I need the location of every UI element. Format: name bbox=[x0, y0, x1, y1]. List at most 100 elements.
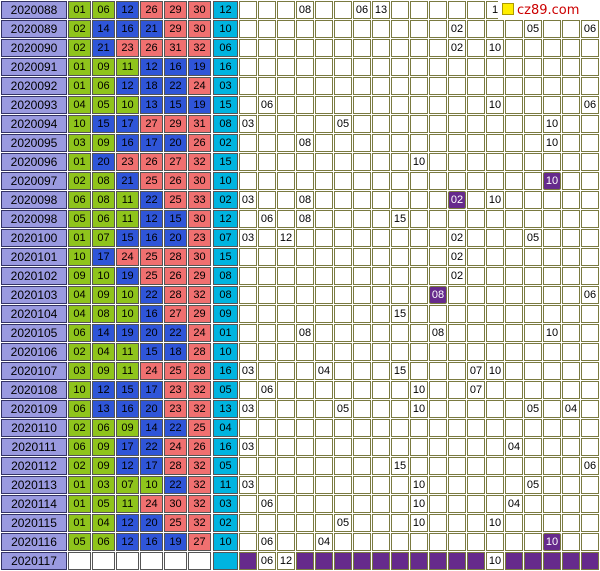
red-ball bbox=[140, 552, 163, 570]
trail-cell bbox=[391, 77, 409, 95]
period-cell: 2020100 bbox=[1, 229, 67, 247]
trail-cell bbox=[410, 286, 428, 304]
trail-cell: 02 bbox=[448, 248, 466, 266]
trail-cell bbox=[277, 438, 295, 456]
trail-cell bbox=[448, 552, 466, 570]
red-ball: 13 bbox=[92, 400, 115, 418]
blue-ball: 05 bbox=[213, 457, 238, 475]
period-cell: 2020103 bbox=[1, 286, 67, 304]
red-ball: 06 bbox=[92, 419, 115, 437]
trail-cell: 05 bbox=[334, 514, 352, 532]
trail-cell bbox=[315, 343, 333, 361]
trail-cell bbox=[372, 419, 390, 437]
trail-cell bbox=[524, 286, 542, 304]
red-ball: 20 bbox=[92, 153, 115, 171]
red-ball: 25 bbox=[188, 419, 211, 437]
trail-cell bbox=[524, 552, 542, 570]
red-ball: 25 bbox=[140, 172, 163, 190]
red-ball: 15 bbox=[164, 96, 187, 114]
trail-cell bbox=[467, 210, 485, 228]
trail-cell bbox=[429, 134, 447, 152]
red-ball: 25 bbox=[164, 362, 187, 380]
trail-cell bbox=[315, 419, 333, 437]
trail-cell bbox=[467, 77, 485, 95]
trail-cell: 10 bbox=[486, 96, 504, 114]
trail-cell bbox=[467, 343, 485, 361]
trail-cell bbox=[524, 495, 542, 513]
site-logo[interactable]: cz89.com bbox=[498, 1, 599, 20]
trail-cell bbox=[486, 172, 504, 190]
red-ball: 13 bbox=[140, 96, 163, 114]
trail-cell bbox=[353, 343, 371, 361]
red-ball: 17 bbox=[92, 248, 115, 266]
trail-cell bbox=[486, 324, 504, 342]
trail-cell bbox=[448, 1, 466, 19]
red-ball: 32 bbox=[188, 381, 211, 399]
trail-cell bbox=[296, 305, 314, 323]
red-ball: 11 bbox=[116, 362, 139, 380]
trail-cell bbox=[315, 229, 333, 247]
trail-cell bbox=[239, 210, 257, 228]
trail-cell bbox=[277, 96, 295, 114]
trail-cell bbox=[410, 96, 428, 114]
red-ball: 20 bbox=[140, 400, 163, 418]
red-ball: 11 bbox=[116, 495, 139, 513]
trail-cell bbox=[429, 457, 447, 475]
red-ball: 24 bbox=[116, 248, 139, 266]
trail-cell: 10 bbox=[410, 153, 428, 171]
trail-cell bbox=[429, 476, 447, 494]
red-ball: 06 bbox=[92, 533, 115, 551]
trail-cell bbox=[239, 533, 257, 551]
red-ball: 05 bbox=[92, 495, 115, 513]
trail-cell bbox=[429, 533, 447, 551]
red-ball: 14 bbox=[92, 324, 115, 342]
trail-cell bbox=[581, 210, 599, 228]
red-ball: 26 bbox=[188, 134, 211, 152]
red-ball: 22 bbox=[140, 438, 163, 456]
red-ball: 08 bbox=[92, 172, 115, 190]
red-ball: 04 bbox=[92, 514, 115, 532]
period-cell: 2020114 bbox=[1, 495, 67, 513]
trail-cell bbox=[391, 39, 409, 57]
trail-cell bbox=[486, 229, 504, 247]
period-cell: 2020090 bbox=[1, 39, 67, 57]
trail-cell bbox=[467, 229, 485, 247]
trail-cell bbox=[277, 210, 295, 228]
trail-cell bbox=[562, 96, 580, 114]
trail-cell bbox=[372, 229, 390, 247]
trail-cell bbox=[429, 96, 447, 114]
trail-cell: 03 bbox=[239, 115, 257, 133]
trail-cell bbox=[277, 419, 295, 437]
trail-cell bbox=[524, 77, 542, 95]
trail-cell bbox=[467, 134, 485, 152]
red-ball: 01 bbox=[68, 229, 91, 247]
trail-cell bbox=[353, 172, 371, 190]
trail-cell: 10 bbox=[543, 324, 561, 342]
trail-cell bbox=[334, 267, 352, 285]
red-ball: 06 bbox=[92, 77, 115, 95]
trail-cell bbox=[543, 286, 561, 304]
trail-cell bbox=[372, 400, 390, 418]
red-ball: 12 bbox=[116, 77, 139, 95]
trail-cell bbox=[334, 533, 352, 551]
red-ball: 20 bbox=[140, 324, 163, 342]
trail-cell bbox=[353, 324, 371, 342]
trail-cell: 05 bbox=[524, 229, 542, 247]
red-ball: 04 bbox=[68, 286, 91, 304]
trail-cell bbox=[486, 305, 504, 323]
trail-cell: 02 bbox=[448, 39, 466, 57]
red-ball: 17 bbox=[140, 457, 163, 475]
trail-cell: 10 bbox=[410, 400, 428, 418]
trail-cell bbox=[277, 495, 295, 513]
trail-cell bbox=[353, 39, 371, 57]
trail-cell bbox=[315, 39, 333, 57]
trail-cell bbox=[543, 58, 561, 76]
trail-cell bbox=[505, 58, 523, 76]
trail-cell bbox=[258, 20, 276, 38]
trail-cell bbox=[296, 476, 314, 494]
trail-cell bbox=[505, 96, 523, 114]
trail-cell bbox=[505, 39, 523, 57]
trail-cell bbox=[315, 134, 333, 152]
period-cell: 2020094 bbox=[1, 115, 67, 133]
red-ball: 28 bbox=[164, 457, 187, 475]
